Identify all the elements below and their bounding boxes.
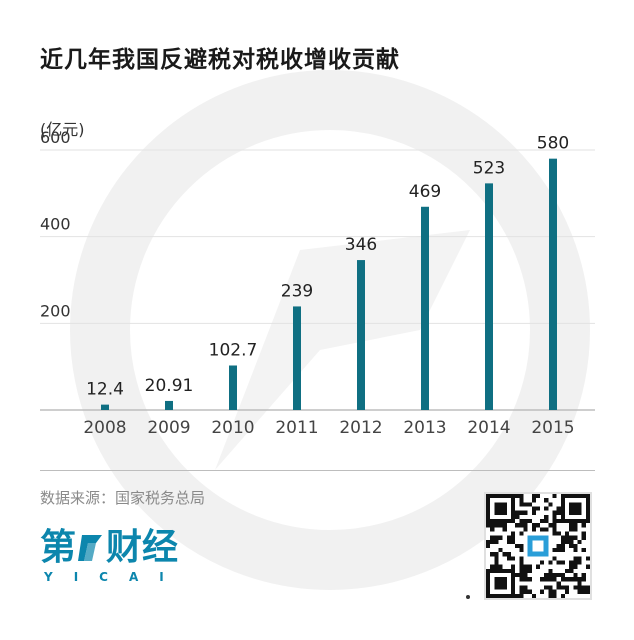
y-tick-label: 200 bbox=[40, 301, 71, 320]
logo-text-second: 财经 bbox=[106, 527, 179, 568]
divider bbox=[40, 470, 595, 471]
decorative-dot bbox=[466, 595, 470, 599]
bar-chart: 200 400 600 12.4 2008 20.91 2009 102.7 2010 239 20… bbox=[40, 128, 595, 438]
data-label: 523 bbox=[473, 158, 505, 178]
data-source: 数据来源：国家税务总局 bbox=[40, 489, 206, 507]
bar bbox=[421, 206, 429, 410]
bar bbox=[485, 183, 493, 410]
bar bbox=[101, 404, 109, 410]
bar bbox=[549, 158, 557, 410]
x-tick-label: 2012 bbox=[339, 418, 382, 438]
yicai-logo: 第 财经 YICAI bbox=[40, 528, 210, 590]
x-tick-label: 2014 bbox=[467, 418, 510, 438]
x-tick-label: 2015 bbox=[531, 418, 574, 438]
bar bbox=[293, 306, 301, 410]
y-axis-unit: (亿元) bbox=[40, 120, 85, 139]
data-label: 239 bbox=[281, 281, 313, 301]
qr-code-icon bbox=[484, 492, 592, 600]
x-tick-label: 2009 bbox=[147, 418, 190, 438]
data-label: 469 bbox=[409, 182, 441, 202]
data-label: 20.91 bbox=[145, 376, 194, 396]
y-tick-label: 400 bbox=[40, 215, 71, 234]
data-label: 12.4 bbox=[86, 380, 124, 400]
x-tick-label: 2010 bbox=[211, 418, 254, 438]
logo-text-first: 第 bbox=[40, 527, 77, 568]
bar bbox=[165, 400, 173, 410]
x-tick-label: 2008 bbox=[83, 418, 126, 438]
logo-subtitle: YICAI bbox=[44, 570, 185, 584]
data-label: 346 bbox=[345, 235, 377, 255]
chart-title: 近几年我国反避税对税收增收贡献 bbox=[40, 47, 400, 73]
bar bbox=[357, 260, 365, 410]
data-label: 102.7 bbox=[209, 340, 258, 360]
x-tick-label: 2011 bbox=[275, 418, 318, 438]
bar bbox=[229, 365, 237, 410]
y-tick-label: 600 bbox=[40, 128, 71, 147]
data-label: 580 bbox=[537, 134, 569, 154]
logo-mark-icon bbox=[78, 535, 103, 561]
x-tick-label: 2013 bbox=[403, 418, 446, 438]
